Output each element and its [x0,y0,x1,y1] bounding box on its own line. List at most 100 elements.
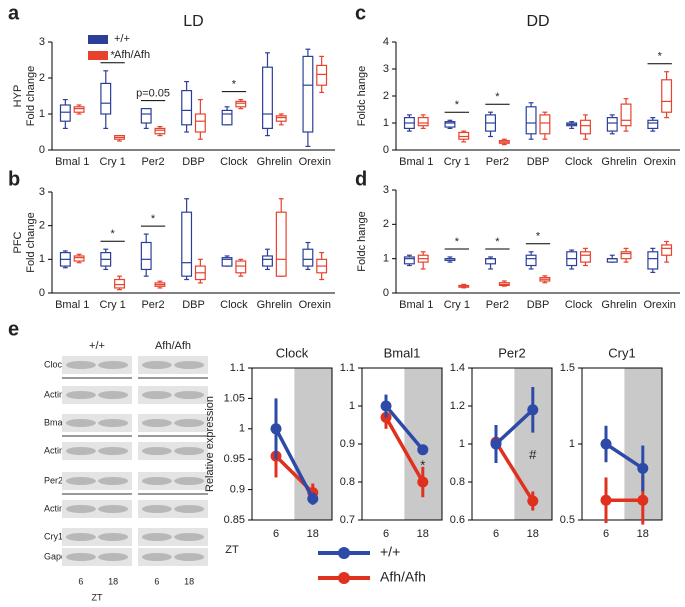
box [525,254,537,267]
x-axis-label: ZT [225,544,239,556]
y-tick-label: 0.7 [340,514,355,526]
y-tick-label: 1 [383,253,389,265]
panel-letter: d [355,168,367,190]
blot-band [174,361,205,369]
box [302,248,314,267]
x-tick-label: 6 [383,528,389,540]
x-tick-label: Ghrelin [601,156,636,168]
y-tick-label: 2 [383,218,389,230]
x-tick-label: DBP [182,299,205,311]
y-tick-label: 1 [39,108,45,120]
box [579,251,591,263]
x-tick-label: DBP [527,156,550,168]
x-tick-label: Ghrelin [257,299,292,311]
blot-row-label: Actin [44,445,64,455]
series-line [494,408,534,446]
box [73,106,85,113]
blot-band [141,361,172,369]
box [262,66,273,129]
box [316,64,328,86]
annotation: * [455,99,460,111]
plot-frame [251,367,333,521]
blot-band [141,477,172,485]
blot-band [98,505,129,513]
blot-group: Afh/Afh [155,340,191,352]
y-tick-label: 2 [383,90,389,102]
chart-title: DD [526,13,549,30]
legend-swatch [88,51,108,60]
panel-letter: b [8,168,20,190]
blot-xlabel: ZT [92,592,103,602]
blot-band [141,533,172,541]
blot-strip [138,414,208,432]
box [262,255,273,267]
point [527,495,539,507]
box [579,119,591,135]
chart-title: Clock [276,345,309,360]
box [100,82,112,115]
box [154,127,166,135]
point [527,404,539,416]
annotation: * [420,457,425,472]
box [647,251,659,270]
y-tick-label: 0.8 [450,476,465,488]
blot-strip [62,548,132,566]
y-axis-label: Fold change [25,66,37,127]
x-tick-label: Orexin [644,156,676,168]
y-axis-label: HYP [12,85,24,108]
point [637,494,649,506]
box [59,104,71,122]
box [221,257,233,267]
x-tick-label: Bmal 1 [55,156,89,168]
box [181,89,193,126]
legend-marker [338,547,350,559]
blot-row-label: Cry1 [44,531,63,541]
annotation: * [536,231,541,243]
y-tick-label: 1 [459,438,465,450]
blot-band [65,391,96,399]
y-tick-label: 1 [383,117,389,129]
blot-lane: 18 [184,576,194,586]
box [539,114,551,135]
box [221,109,233,126]
x-tick-label: Orexin [644,299,676,311]
point [637,462,649,474]
annotation: * [111,50,116,62]
x-tick-label: Orexin [299,156,331,168]
blot-band [174,533,205,541]
blot-band [65,505,96,513]
x-tick-label: Ghrelin [257,156,292,168]
blot-band [174,419,205,427]
y-tick-label: 0 [383,144,389,156]
x-tick-label: Per2 [486,156,509,168]
blot-group: +/+ [89,340,105,352]
blot-row-label: Actin [44,503,64,513]
chart-title: Cry1 [608,345,635,360]
annotation: * [151,213,156,225]
series-line [274,427,315,500]
box [661,244,673,256]
series-line [494,441,535,502]
chart-title: Bmal1 [384,345,421,360]
annotation: * [495,91,500,103]
blot-strip [62,472,132,490]
blot-band [98,391,129,399]
y-tick-label: 1.2 [450,400,465,412]
blot-band [65,447,96,455]
box [235,260,247,274]
legend-label: Afh/Afh [380,569,426,585]
x-tick-label: 18 [637,528,649,540]
point [490,438,502,450]
x-tick-label: 6 [493,528,499,540]
y-tick-label: 1.4 [450,362,465,374]
box [181,211,193,277]
y-tick-label: 1 [569,438,575,450]
blot-band [98,419,129,427]
x-tick-label: 18 [527,528,539,540]
point [600,494,612,506]
box [485,258,497,265]
blot-band [141,447,172,455]
y-tick-label: 4 [383,36,389,48]
x-tick-label: Clock [565,299,593,311]
blot-band [98,553,129,561]
